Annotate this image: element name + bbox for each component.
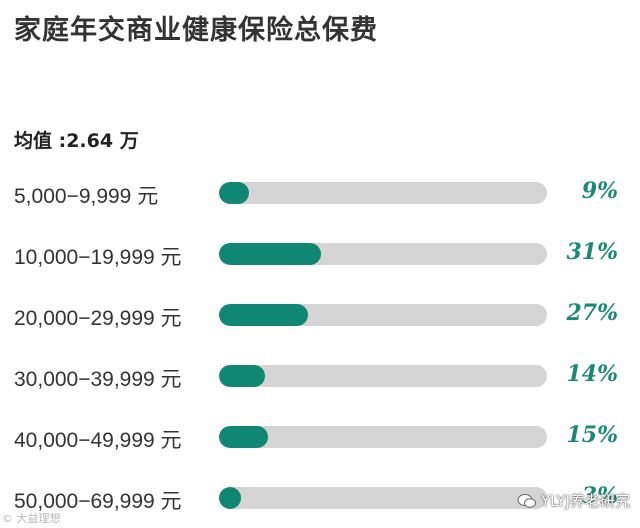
bar	[219, 426, 269, 448]
wechat-icon	[517, 493, 537, 509]
bar-row: 20,000−29,999 元 27%	[0, 300, 640, 338]
bar	[219, 304, 308, 326]
bar	[219, 487, 241, 509]
data-label: 27%	[566, 300, 618, 326]
data-label: 15%	[566, 422, 618, 448]
category-label: 20,000−29,999 元	[14, 307, 182, 330]
category-label: 10,000−19,999 元	[14, 246, 182, 269]
watermark-right-text: YLYJ养老研究	[540, 492, 630, 510]
bar-row: 30,000−39,999 元 14%	[0, 361, 640, 399]
bar-row: 50,000−69,999 元 3%	[0, 483, 640, 521]
category-label: 40,000−49,999 元	[14, 429, 182, 452]
bar-row: 10,000−19,999 元 31%	[0, 239, 640, 277]
chart-subtitle-mean: 均值 :2.64 万	[14, 130, 139, 152]
category-label: 5,000−9,999 元	[14, 185, 159, 208]
bar-track	[219, 426, 547, 448]
data-label: 9%	[581, 178, 618, 204]
bar-track	[219, 365, 547, 387]
data-label: 31%	[566, 239, 618, 265]
bar-track	[219, 243, 547, 265]
bar-row: 5,000−9,999 元 9%	[0, 178, 640, 216]
watermark-right: YLYJ养老研究	[517, 490, 630, 511]
bar-track	[219, 487, 547, 509]
category-label: 30,000−39,999 元	[14, 368, 182, 391]
bar-track	[219, 182, 547, 204]
bar-row: 40,000−49,999 元 15%	[0, 422, 640, 460]
data-label: 3%	[581, 483, 618, 509]
watermark-left: © 大益理想	[2, 512, 61, 525]
bar	[219, 365, 265, 387]
bar-track	[219, 304, 547, 326]
data-label: 14%	[566, 361, 618, 387]
chart-title: 家庭年交商业健康保险总保费	[14, 15, 378, 46]
bar	[219, 182, 249, 204]
bar	[219, 243, 321, 265]
category-label: 50,000−69,999 元	[14, 490, 182, 513]
